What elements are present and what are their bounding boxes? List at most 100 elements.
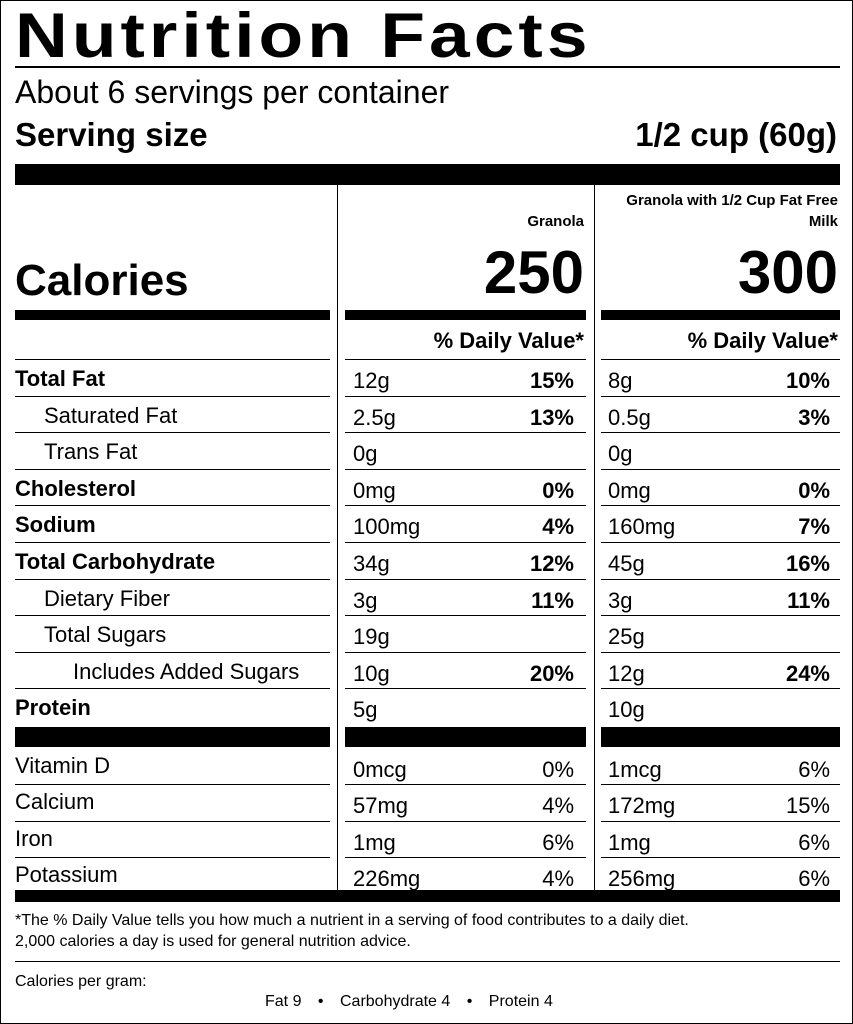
granola-milk-daily-value: 6%: [798, 865, 830, 891]
nutrient-name: Total Sugars: [44, 622, 167, 648]
granola-amount: 2.5g: [353, 404, 396, 430]
vitamin-rule-mid: [345, 727, 586, 747]
row-rule-right: [601, 615, 840, 617]
vitamin-rule-mid: [345, 856, 586, 858]
thick-rule-top: [15, 164, 840, 185]
nutrient-name: Trans Fat: [44, 439, 138, 465]
column-heading-granola: Granola: [527, 213, 584, 230]
nutrient-name: Includes Added Sugars: [73, 658, 300, 684]
vitamin-rule-mid: [345, 784, 586, 786]
calories-per-gram-values: Fat 9 • Carbohydrate 4 • Protein 4: [265, 992, 553, 1012]
granola-amount: 57mg: [353, 793, 409, 819]
granola-amount: 0mg: [353, 477, 396, 503]
granola-milk-daily-value: 16%: [785, 551, 830, 576]
row-rule-left: [15, 651, 330, 653]
serving-size-value: 1/2 cup (60g): [635, 116, 837, 153]
nutrient-name: Protein: [15, 695, 91, 721]
granola-amount: 3g: [353, 587, 378, 613]
vitamin-rule-left: [15, 856, 330, 858]
granola-milk-amount: 160mg: [608, 514, 676, 540]
calories-rule-mid: [345, 310, 586, 320]
protein-per-gram: Protein 4: [488, 993, 553, 1010]
granola-milk-amount: 256mg: [608, 865, 676, 891]
granola-milk-amount: 1mg: [608, 829, 651, 855]
vitamin-name: Iron: [15, 825, 53, 851]
nutrient-name: Saturated Fat: [44, 402, 178, 428]
row-rule-left: [15, 432, 330, 434]
row-rule-right: [601, 688, 840, 690]
granola-milk-daily-value: 10%: [785, 368, 830, 393]
row-rule-mid: [345, 688, 586, 690]
nutrient-name: Total Carbohydrate: [15, 549, 216, 574]
granola-amount: 34g: [353, 551, 390, 576]
granola-daily-value: 15%: [529, 368, 574, 393]
granola-milk-daily-value: 15%: [785, 793, 830, 819]
nutrient-name: Cholesterol: [15, 475, 137, 501]
granola-amount: 5g: [353, 697, 378, 723]
granola-milk-amount: 0g: [608, 441, 633, 467]
row-rule-right: [601, 578, 840, 580]
footnote-line-2: 2,000 calories a day is used for general…: [15, 933, 411, 950]
vitamin-rule-left: [15, 820, 330, 822]
thick-rule-bottom: [15, 890, 840, 902]
fat-per-gram: Fat 9: [265, 993, 302, 1010]
granola-amount: 100mg: [353, 514, 421, 540]
row-rule-right: [601, 542, 840, 543]
granola-milk-daily-value: 24%: [785, 660, 830, 686]
row-rule-mid: [345, 651, 586, 653]
granola-daily-value: 4%: [542, 865, 574, 891]
row-rule-left: [15, 578, 330, 580]
title-rule: [15, 66, 840, 68]
granola-milk-amount: 10g: [608, 697, 645, 723]
granola-daily-value: 4%: [542, 793, 574, 819]
row-rule-mid: [345, 542, 586, 543]
row-rule-mid: [345, 359, 586, 360]
vitamin-name: Calcium: [15, 789, 95, 815]
granola-milk-daily-value: 6%: [798, 829, 830, 855]
vitamin-name: Potassium: [15, 861, 118, 887]
row-rule-mid: [345, 468, 586, 470]
row-rule-right: [601, 432, 840, 434]
vitamin-rule-right: [601, 820, 840, 822]
row-rule-right: [601, 505, 840, 507]
vitamin-name: Vitamin D: [15, 753, 110, 778]
row-rule-mid: [345, 578, 586, 580]
row-rule-left: [15, 615, 330, 617]
row-rule-right: [601, 468, 840, 470]
calories-rule-right: [601, 310, 840, 320]
row-rule-mid: [345, 615, 586, 617]
calories-value-granola: 250: [483, 239, 584, 306]
vitamin-rule-right: [601, 856, 840, 858]
vitamin-rule-left: [15, 727, 330, 747]
granola-milk-daily-value: 6%: [798, 757, 830, 782]
row-rule-left: [15, 359, 330, 360]
nutrient-name: Total Fat: [15, 366, 106, 391]
granola-milk-amount: 1mcg: [608, 757, 662, 782]
servings-per-container: About 6 servings per container: [15, 74, 450, 110]
daily-value-heading-granola: % Daily Value*: [433, 328, 584, 353]
row-rule-right: [601, 359, 840, 360]
row-rule-mid: [345, 395, 586, 397]
granola-amount: 0mcg: [353, 757, 407, 782]
granola-milk-daily-value: 0%: [798, 477, 830, 503]
column-divider-1: [337, 185, 338, 891]
label-title: Nutrition Facts: [15, 1, 592, 71]
bullet-2: •: [466, 993, 473, 1010]
vitamin-rule-mid: [345, 820, 586, 822]
granola-amount: 226mg: [353, 865, 421, 891]
granola-daily-value: 11%: [531, 587, 574, 613]
daily-value-heading-granola-milk: % Daily Value*: [687, 328, 838, 353]
granola-daily-value: 20%: [529, 660, 574, 686]
row-rule-left: [15, 542, 330, 543]
row-rule-mid: [345, 432, 586, 434]
footnote-rule: [15, 961, 840, 962]
vitamin-rule-left: [15, 784, 330, 786]
granola-milk-amount: 172mg: [608, 793, 676, 819]
granola-daily-value: 0%: [542, 477, 574, 503]
granola-milk-daily-value: 3%: [798, 404, 830, 430]
calories-rule-left: [15, 310, 330, 320]
vitamin-rule-right: [601, 784, 840, 786]
row-rule-left: [15, 395, 330, 397]
granola-milk-amount: 45g: [608, 551, 645, 576]
